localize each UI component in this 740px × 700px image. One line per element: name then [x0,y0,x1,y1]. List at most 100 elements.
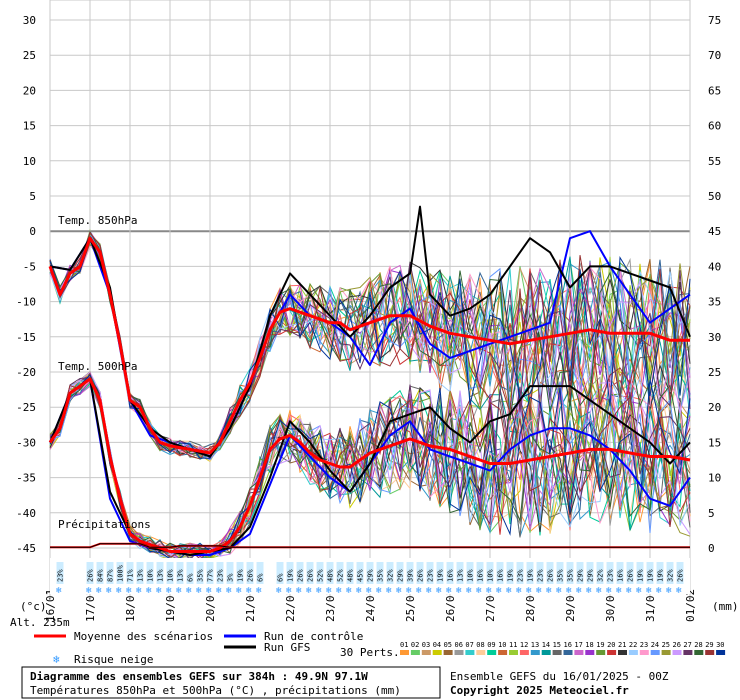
label-t500: Temp. 500hPa [58,360,137,373]
pert-number: 02 [411,641,419,649]
snow-risk-cell [416,562,424,584]
snowflake-icon: ❄ [136,586,142,596]
x-tick-label: 22/01 [284,589,297,622]
pert-color-swatch [552,650,562,655]
pert-number: 25 [662,641,670,649]
pert-number: 04 [433,641,441,649]
chart-subtitle: Températures 850hPa et 500hPa (°C) , pré… [30,684,401,697]
right-tick-label: 45 [708,225,721,238]
left-axis-unit: (°c) [20,600,47,613]
left-tick-label: 0 [29,225,36,238]
snow-risk-cell [386,562,394,584]
snow-risk-percent: 77% [207,569,215,582]
perturbation-500-line [49,371,691,560]
pert-number: 16 [564,641,572,649]
snowflake-icon: ❄ [546,586,552,596]
snow-risk-percent: 16% [497,569,505,582]
snow-risk-cell [96,562,104,584]
snow-risk-percent: 13% [137,569,145,582]
snowflake-icon: ❄ [56,586,62,596]
snow-risk-cell [286,562,294,584]
snowflake-icon: ❄ [396,586,402,596]
snow-risk-row: 23%❄26%❄84%❄87%❄100%❄71%❄13%❄10%❄13%❄10%… [50,558,690,596]
left-tick-label: -35 [16,472,36,485]
snowflake-icon: ❄ [156,586,162,596]
left-tick-label: 25 [23,49,36,62]
pert-number: 20 [607,641,615,649]
snow-risk-percent: 23% [537,569,545,582]
snow-risk-percent: 10% [487,569,495,582]
snow-risk-cell [366,562,374,584]
pert-color-swatch [607,650,617,655]
snowflake-icon: ❄ [576,586,582,596]
altitude-label: Alt. 235m [10,616,70,629]
pert-color-swatch [421,650,431,655]
snow-risk-percent: 19% [437,569,445,582]
pert-color-swatch [672,650,682,655]
series-gfs-850-line [49,205,691,458]
right-tick-label: 0 [708,542,715,555]
snowflake-icon: ❄ [326,586,332,596]
snowflake-icon: ❄ [556,586,562,596]
snow-risk-cell [596,562,604,584]
pert-number: 03 [422,641,430,649]
pert-color-swatch [618,650,627,655]
left-tick-label: -30 [16,436,36,449]
snow-risk-cell [566,562,574,584]
snow-risk-cell [226,562,234,584]
snow-risk-cell [106,562,114,584]
snow-risk-percent: 16% [447,569,455,582]
pert-color-swatch [465,650,475,655]
snowflake-icon: ❄ [566,586,572,596]
pert-color-swatch [410,650,420,655]
precip-gfs-line [50,543,690,548]
snow-risk-percent: 26% [627,569,635,582]
pert-color-swatch [661,650,671,655]
chart-title: Diagramme des ensembles GEFS sur 384h : … [30,670,368,683]
pert-number: 17 [574,641,582,649]
snow-risk-cell [456,562,464,584]
snowflake-icon: ❄ [626,586,632,596]
pert-number: 26 [673,641,681,649]
snow-risk-cell [296,562,304,584]
pert-color-swatch [498,650,508,655]
snowflake-icon: ❄ [436,586,442,596]
snow-risk-percent: 13% [457,569,465,582]
right-tick-label: 50 [708,190,721,203]
x-tick-label: 21/01 [244,589,257,622]
snow-risk-percent: 10% [167,569,175,582]
snowflake-icon: ❄ [586,586,592,596]
snowflake-icon: ❄ [496,586,502,596]
snowflake-icon: ❄ [456,586,462,596]
left-tick-label: -5 [23,260,36,273]
pert-number: 28 [694,641,702,649]
right-tick-label: 10 [708,472,721,485]
pert-color-swatch [487,650,497,655]
snow-risk-cell [606,562,614,584]
x-tick-label: 26/01 [444,589,457,622]
x-axis-ticks: 17/01 18/01 19/01 20/01 21/01 22/01 23/01 24/01… [44,589,697,622]
snow-risk-cell [86,562,94,584]
snow-risk-percent: 10% [467,569,475,582]
pert-color-swatch [650,650,660,655]
snow-risk-percent: 23% [217,569,225,582]
snow-risk-percent: 19% [657,569,665,582]
pert-number: 21 [618,641,626,649]
snow-risk-cell [346,562,354,584]
snowflake-icon: ❄ [186,586,192,596]
snow-risk-cell [356,562,364,584]
snow-risk-cell [336,562,344,584]
snow-risk-percent: 35% [567,569,575,582]
perturbation-850-line [49,231,691,454]
pert-number: 15 [553,641,561,649]
snow-risk-percent: 19% [527,569,535,582]
snow-risk-cell [636,562,644,584]
snowflake-icon: ❄ [86,586,92,596]
snowflake-icon: ❄ [336,586,342,596]
snow-risk-cell [466,562,474,584]
snowflake-icon: ❄ [506,586,512,596]
snowflake-icon: ❄ [406,586,412,596]
left-tick-label: -15 [16,331,36,344]
pert-color-swatch [716,650,726,655]
snowflake-icon: ❄ [646,586,652,596]
